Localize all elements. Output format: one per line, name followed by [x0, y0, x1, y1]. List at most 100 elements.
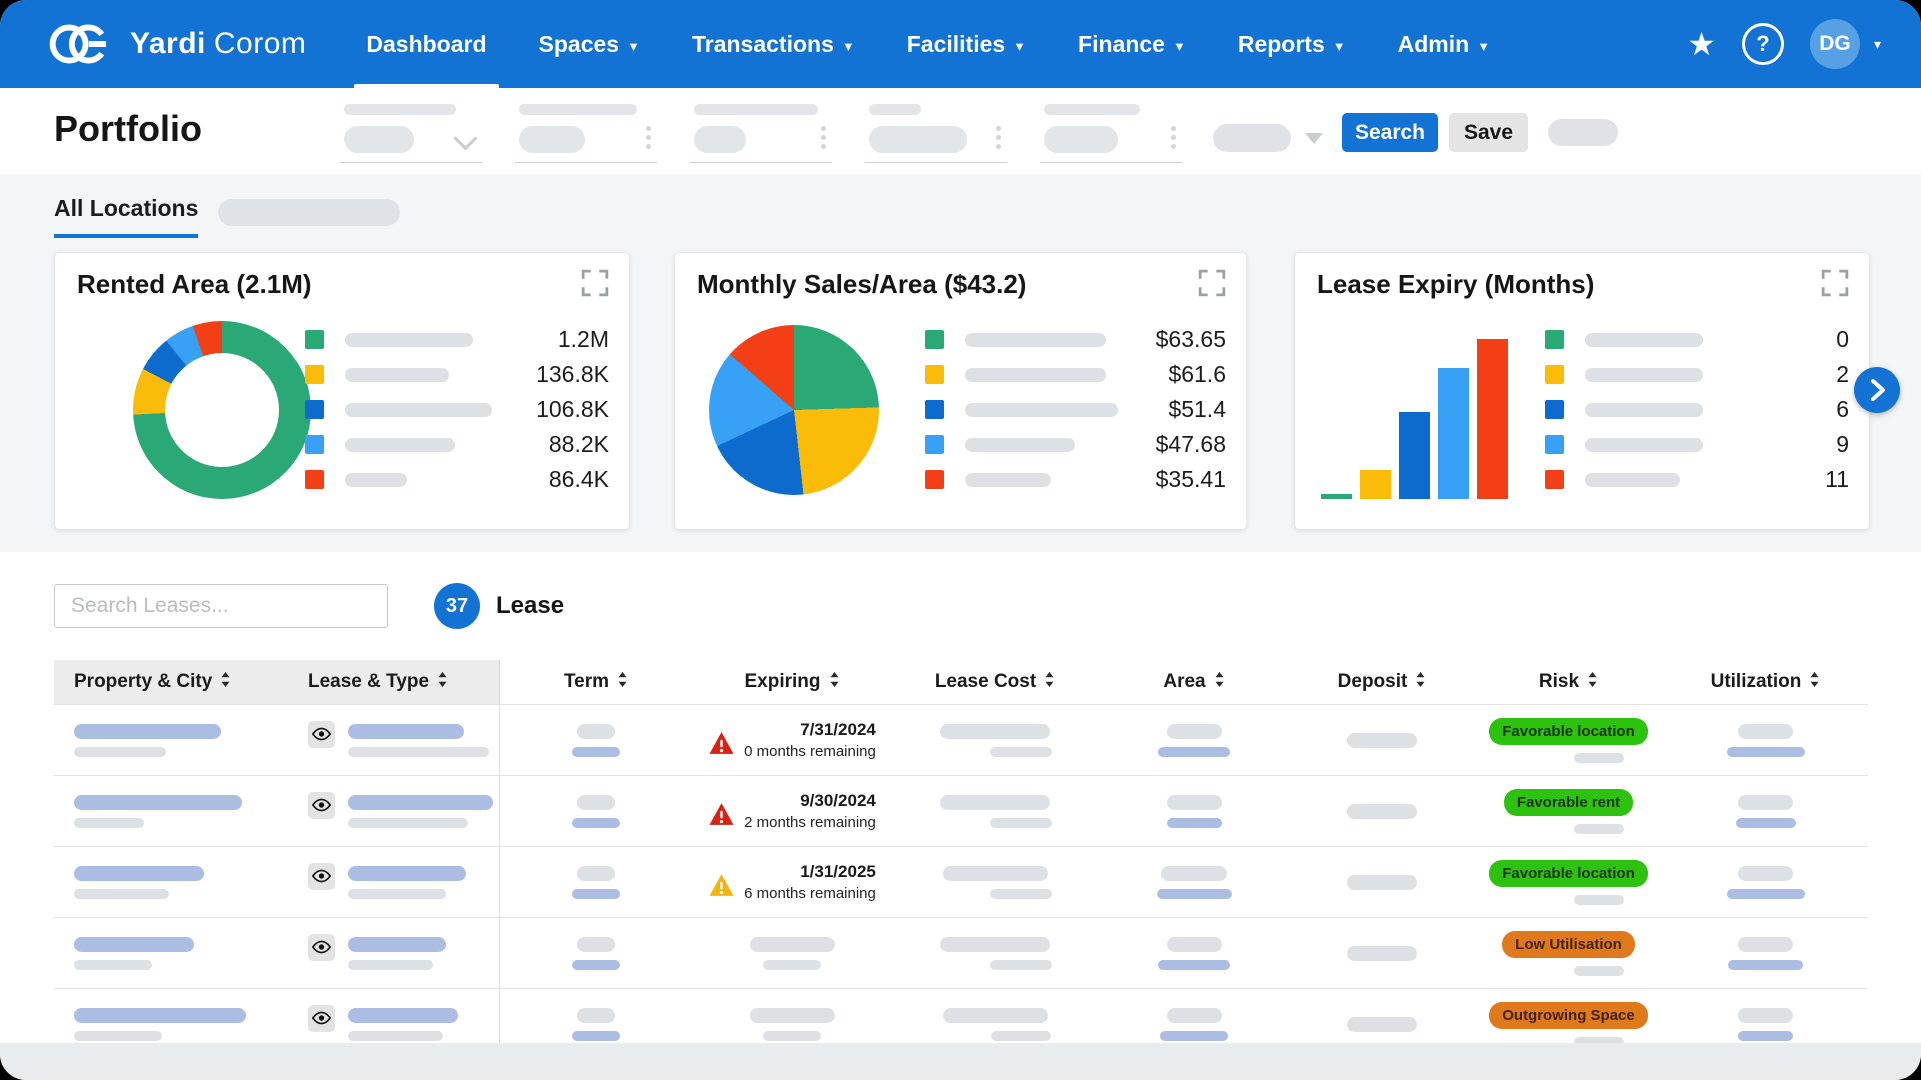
risk-badge: Low Utilisation — [1502, 930, 1635, 958]
kebab-menu-icon[interactable] — [1171, 126, 1176, 149]
cell-utilization — [1663, 776, 1868, 846]
expand-icon[interactable] — [1821, 269, 1849, 297]
skeleton-pill — [940, 794, 1050, 810]
carousel-next-button[interactable] — [1854, 367, 1900, 413]
column-header-property-city[interactable]: Property & City — [54, 660, 288, 704]
skeleton-pill — [572, 817, 620, 828]
chart-legend: 1.2M 136.8K 106.8K 88.2K 86.4K — [305, 326, 609, 492]
nav-item-facilities[interactable]: Facilities ▼ — [881, 0, 1052, 88]
kebab-menu-icon[interactable] — [646, 126, 651, 149]
skeleton-pill — [74, 888, 169, 899]
sort-icon — [1415, 671, 1426, 694]
nav-item-admin[interactable]: Admin ▼ — [1372, 0, 1516, 88]
chart-legend: $63.65 $61.6 $51.4 $47.68 $35.41 — [925, 326, 1226, 492]
column-header-lease-type[interactable]: Lease & Type — [288, 660, 500, 704]
skeleton-pill — [1166, 794, 1222, 810]
bar-6 — [1399, 411, 1430, 499]
expand-icon[interactable] — [1198, 269, 1226, 297]
table-row[interactable]: 7/31/2024 0 months remaining Favorable loc… — [54, 704, 1868, 775]
column-header-utilization[interactable]: Utilization — [1663, 660, 1868, 704]
skeleton-pill — [1573, 1036, 1624, 1047]
help-icon[interactable]: ? — [1741, 23, 1784, 65]
visibility-eye-icon[interactable] — [308, 933, 335, 961]
visibility-eye-icon[interactable] — [308, 1004, 335, 1032]
filter-skeleton-4[interactable] — [865, 104, 1007, 163]
save-button[interactable]: Save — [1449, 113, 1528, 152]
nav-item-spaces[interactable]: Spaces ▼ — [513, 0, 666, 88]
cell-term — [500, 776, 692, 846]
skeleton-pill — [1738, 865, 1793, 881]
cell-lease-cost — [892, 918, 1098, 988]
legend-value: 2 — [1836, 361, 1849, 387]
filter-skeleton-3[interactable] — [690, 104, 832, 163]
filter-skeleton-5[interactable] — [1040, 104, 1182, 163]
filter-skeleton-1[interactable] — [340, 104, 482, 163]
bar-2 — [1360, 469, 1391, 499]
avatar[interactable]: DG — [1809, 19, 1860, 69]
skeleton-pill — [1573, 823, 1624, 834]
expand-icon[interactable] — [581, 269, 609, 297]
cell-property-city — [54, 918, 288, 988]
search-button[interactable]: Search — [1342, 113, 1438, 152]
table-row[interactable]: Outgrowing Space — [54, 988, 1868, 1060]
filter-skeleton-2[interactable] — [515, 104, 657, 163]
column-header-deposit[interactable]: Deposit — [1290, 660, 1474, 704]
cell-area — [1098, 847, 1290, 917]
skeleton-pill — [1738, 723, 1793, 739]
nav-item-transactions[interactable]: Transactions ▼ — [666, 0, 881, 88]
column-header-term[interactable]: Term — [500, 660, 692, 704]
kebab-menu-icon[interactable] — [821, 126, 826, 149]
cell-utilization — [1663, 847, 1868, 917]
legend-swatch — [1545, 365, 1564, 384]
search-leases-input[interactable] — [54, 584, 388, 628]
table-row[interactable]: 1/31/2025 6 months remaining Favorable loc… — [54, 846, 1868, 917]
tab-all-locations[interactable]: All Locations — [54, 195, 199, 238]
user-menu-caret-icon[interactable]: ▾ — [1873, 35, 1881, 52]
visibility-eye-icon[interactable] — [308, 862, 335, 890]
skeleton-pill — [1738, 1030, 1793, 1041]
skeleton-pill — [348, 1007, 458, 1023]
sort-icon — [1587, 671, 1598, 694]
skeleton-pill — [1347, 803, 1417, 819]
sort-icon — [829, 671, 840, 694]
kebab-menu-icon[interactable] — [996, 126, 1001, 149]
skeleton-pill — [1728, 959, 1803, 970]
skeleton-pill — [1044, 104, 1140, 115]
brand[interactable]: Yardi Corom — [48, 20, 306, 68]
table-row[interactable]: Low Utilisation — [54, 917, 1868, 988]
nav-item-finance[interactable]: Finance ▼ — [1052, 0, 1212, 88]
bar-0 — [1321, 494, 1352, 499]
footer-strip — [0, 1043, 1921, 1080]
column-header-expiring[interactable]: Expiring — [692, 660, 892, 704]
skeleton-pill — [74, 936, 194, 952]
sort-icon — [220, 671, 231, 694]
table-row[interactable]: 9/30/2024 2 months remaining Favorable ren… — [54, 775, 1868, 846]
filter-select-skeleton[interactable] — [1213, 124, 1323, 152]
card-title: Rented Area (2.1M) — [77, 269, 312, 299]
skeleton-pill — [1726, 746, 1805, 757]
risk-badge: Favorable location — [1489, 859, 1648, 887]
legend-value: 88.2K — [548, 431, 609, 457]
column-header-lease-cost[interactable]: Lease Cost — [892, 660, 1098, 704]
legend-row: $47.68 — [925, 431, 1226, 457]
nav-item-dashboard[interactable]: Dashboard — [340, 0, 512, 88]
warning-triangle-icon — [708, 731, 735, 760]
skeleton-pill — [1347, 732, 1417, 748]
skeleton-pill — [348, 746, 489, 757]
favorites-star-icon[interactable]: ★ — [1687, 26, 1716, 62]
skeleton-pill — [763, 1030, 821, 1041]
column-header-risk[interactable]: Risk — [1474, 660, 1663, 704]
cell-utilization — [1663, 705, 1868, 775]
skeleton-pill — [348, 723, 464, 739]
column-header-area[interactable]: Area — [1098, 660, 1290, 704]
tab-skeleton[interactable] — [218, 199, 400, 226]
cell-risk: Favorable rent — [1474, 776, 1663, 846]
cell-expiring: 9/30/2024 2 months remaining — [692, 776, 892, 846]
nav-item-reports[interactable]: Reports ▼ — [1212, 0, 1372, 88]
skeleton-pill — [1738, 1007, 1793, 1023]
skeleton-pill — [965, 472, 1051, 487]
visibility-eye-icon[interactable] — [308, 791, 335, 819]
skeleton-pill — [1347, 874, 1417, 890]
visibility-eye-icon[interactable] — [308, 720, 335, 748]
skeleton-pill — [348, 888, 446, 899]
